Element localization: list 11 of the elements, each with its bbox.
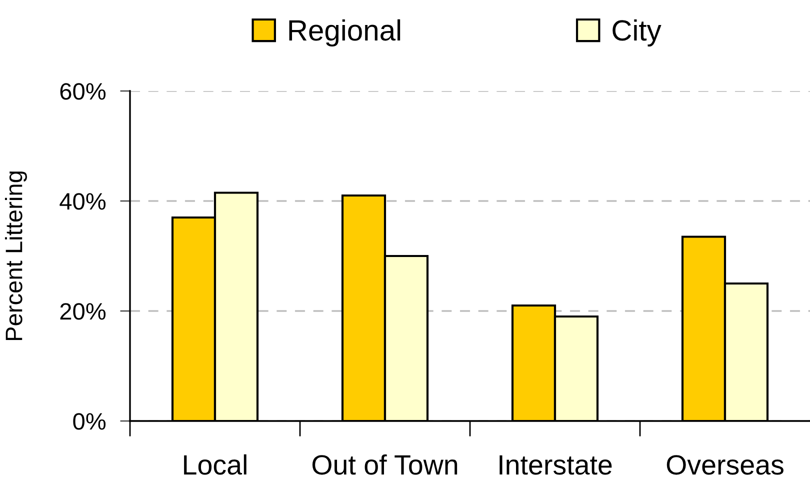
x-tick-label: Local xyxy=(184,454,246,475)
x-tick-label: Overseas xyxy=(666,455,784,475)
legend-label: Regional xyxy=(289,19,400,47)
y-axis-title: Percent Littering xyxy=(4,172,27,340)
y-tick-label: 60% xyxy=(60,83,106,100)
y-tick-label: 40% xyxy=(60,193,106,210)
y-tick-label: 20% xyxy=(60,303,106,320)
y-tick-label: 0% xyxy=(73,413,106,430)
legend-label: City xyxy=(612,19,662,47)
x-tick-label: Interstate xyxy=(500,455,612,475)
x-tick-label: Out of Town xyxy=(312,454,458,475)
